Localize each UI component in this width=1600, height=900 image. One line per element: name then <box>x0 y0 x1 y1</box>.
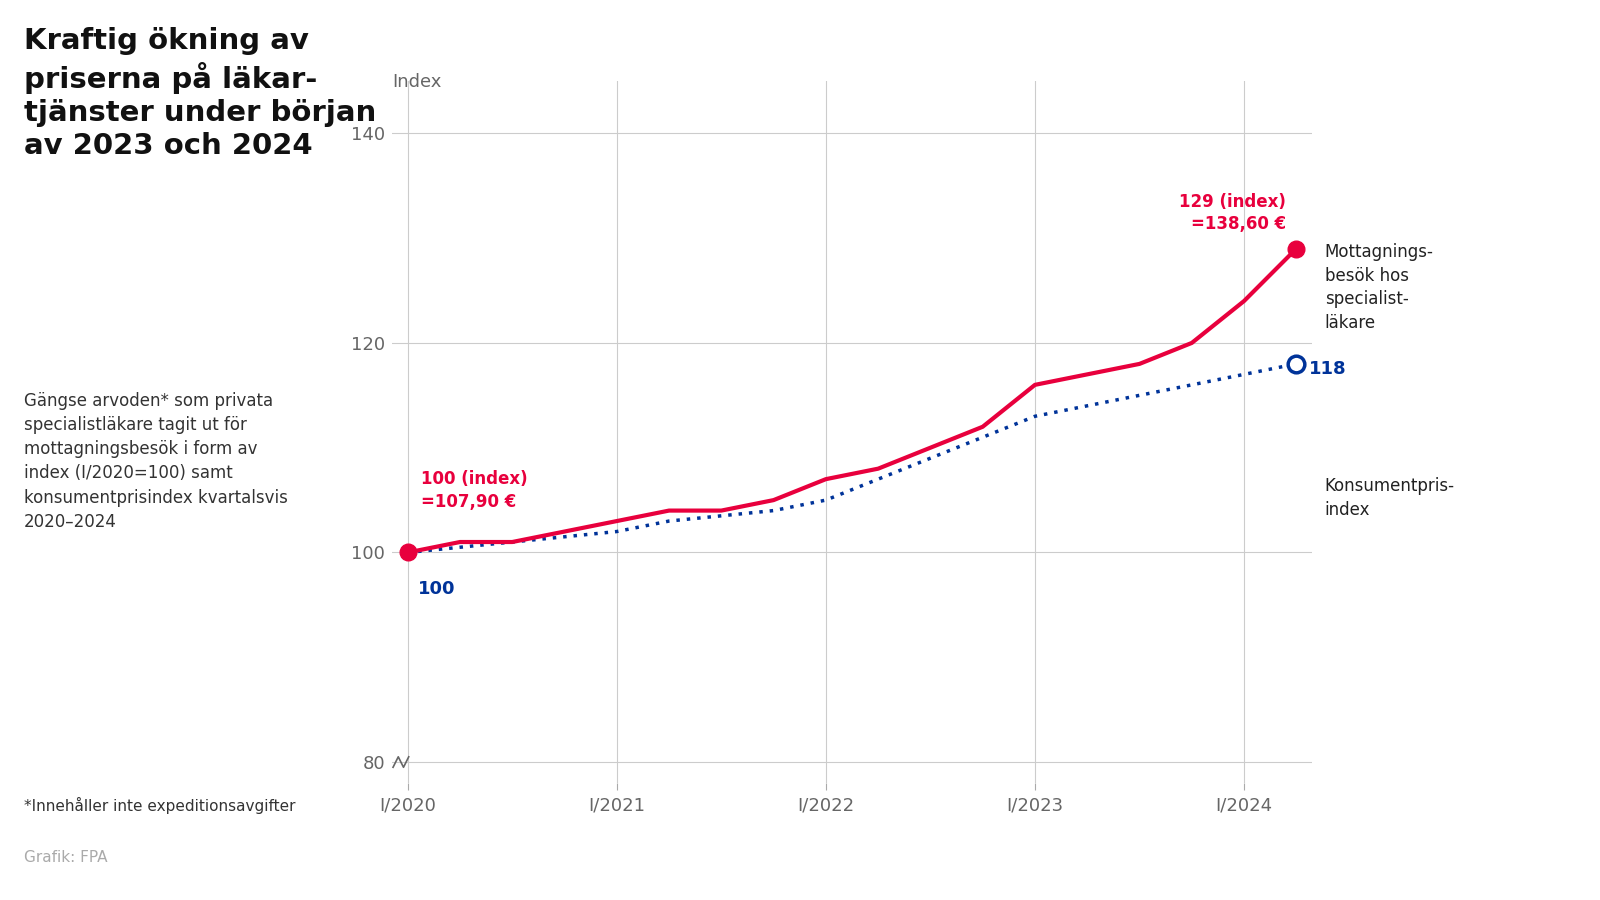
Text: 129 (index)
=138,60 €: 129 (index) =138,60 € <box>1179 193 1286 233</box>
Text: Konsumentpris-
index: Konsumentpris- index <box>1325 477 1454 518</box>
Text: Mottagnings-
besök hos
specialist-
läkare: Mottagnings- besök hos specialist- läkar… <box>1325 243 1434 332</box>
Text: 118: 118 <box>1309 360 1347 378</box>
Text: 100 (index)
=107,90 €: 100 (index) =107,90 € <box>421 471 528 510</box>
Text: Gängse arvoden* som privata
specialistläkare tagit ut för
mottagningsbesök i for: Gängse arvoden* som privata specialistlä… <box>24 392 288 531</box>
Text: Index: Index <box>392 74 442 92</box>
Text: 100: 100 <box>418 580 456 598</box>
Text: Grafik: FPA: Grafik: FPA <box>24 850 107 866</box>
Text: Kraftig ökning av
priserna på läkar-
tjänster under början
av 2023 och 2024: Kraftig ökning av priserna på läkar- tjä… <box>24 27 376 160</box>
Text: *Innehåller inte expeditionsavgifter: *Innehåller inte expeditionsavgifter <box>24 796 296 814</box>
